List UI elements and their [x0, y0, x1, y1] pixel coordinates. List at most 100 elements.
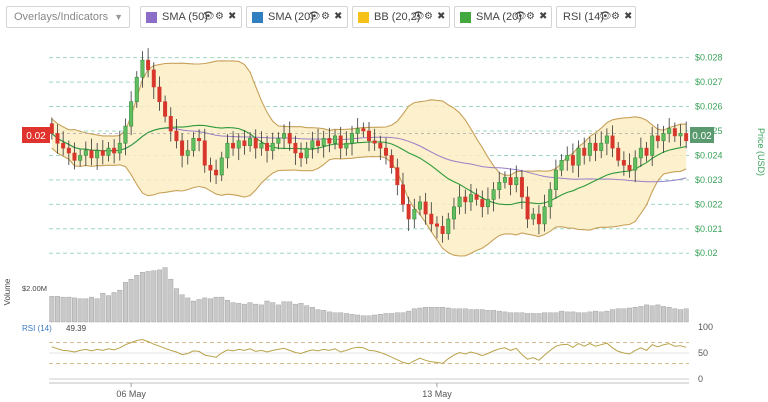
volume-bar[interactable] [621, 308, 627, 323]
volume-bar[interactable] [587, 311, 593, 323]
candle[interactable] [338, 126, 343, 159]
volume-bar[interactable] [428, 307, 434, 323]
indicator-chip-sma-20-green[interactable]: SMA (20) 👁 ⚙ ✖ [454, 6, 552, 28]
candle[interactable] [463, 189, 468, 214]
candle[interactable] [621, 151, 626, 176]
gear-icon[interactable]: ⚙ [526, 11, 535, 22]
candle[interactable] [638, 137, 643, 167]
volume-bar[interactable] [655, 304, 661, 323]
indicator-chip-sma-20-blue[interactable]: SMA (20) 👁 ⚙ ✖ [246, 6, 348, 28]
volume-bar[interactable] [94, 298, 100, 323]
volume-bar[interactable] [66, 296, 72, 323]
volume-bar[interactable] [77, 298, 83, 323]
candle[interactable] [112, 139, 117, 164]
candle[interactable] [265, 135, 270, 163]
volume-bar[interactable] [151, 270, 157, 323]
volume-bar[interactable] [128, 279, 134, 323]
volume-bar[interactable] [321, 310, 327, 323]
gear-icon[interactable]: ⚙ [424, 11, 433, 22]
volume-bar[interactable] [661, 306, 666, 323]
volume-bar[interactable] [576, 312, 582, 323]
candle[interactable] [134, 71, 139, 108]
candle[interactable] [514, 165, 519, 193]
candle[interactable] [117, 131, 122, 161]
candle[interactable] [661, 125, 666, 153]
candle[interactable] [95, 142, 100, 170]
volume-bar[interactable] [309, 307, 315, 323]
eye-icon[interactable]: 👁 [412, 11, 425, 22]
volume-bar[interactable] [207, 298, 213, 323]
volume-bar[interactable] [100, 293, 106, 323]
candle[interactable] [480, 190, 485, 218]
candle[interactable] [333, 129, 338, 150]
volume-bar[interactable] [326, 311, 332, 323]
volume-bar[interactable] [338, 312, 344, 323]
volume-bar[interactable] [457, 308, 463, 323]
candle[interactable] [242, 130, 247, 155]
gear-icon[interactable]: ⚙ [321, 11, 330, 22]
volume-bar[interactable] [610, 309, 616, 323]
volume-bar[interactable] [258, 304, 264, 323]
gear-icon[interactable]: ⚙ [611, 11, 620, 22]
close-icon[interactable]: ✖ [437, 11, 446, 22]
candle[interactable] [378, 135, 383, 161]
volume-bar[interactable] [83, 298, 89, 323]
volume-bar[interactable] [581, 312, 587, 323]
volume-bar[interactable] [638, 306, 644, 323]
candle[interactable] [491, 182, 496, 212]
volume-bar[interactable] [593, 310, 599, 323]
candle[interactable] [604, 128, 609, 156]
volume-bar[interactable] [134, 275, 140, 323]
volume-bar[interactable] [173, 288, 179, 323]
volume-bar[interactable] [349, 314, 355, 323]
volume-bar[interactable] [139, 272, 145, 323]
eye-icon[interactable]: 👁 [599, 11, 612, 22]
volume-bar[interactable] [451, 308, 457, 323]
volume-bar[interactable] [253, 303, 259, 323]
volume-bar[interactable] [60, 296, 66, 323]
volume-bar[interactable] [462, 308, 468, 323]
candle[interactable] [678, 124, 683, 147]
candle[interactable] [593, 134, 598, 162]
candle[interactable] [253, 129, 258, 159]
volume-bar[interactable] [604, 310, 610, 323]
candle[interactable] [185, 140, 190, 165]
candle[interactable] [202, 128, 207, 173]
volume-bar[interactable] [236, 303, 242, 323]
candle[interactable] [587, 137, 592, 162]
candle[interactable] [367, 121, 371, 152]
volume-bar[interactable] [598, 311, 604, 323]
volume-bar[interactable] [72, 297, 77, 323]
candle[interactable] [225, 134, 230, 169]
volume-bar[interactable] [423, 307, 429, 323]
indicator-chip-bb[interactable]: BB (20,2) 👁 ⚙ ✖ [352, 6, 450, 28]
volume-bar[interactable] [315, 309, 321, 323]
candle[interactable] [434, 216, 439, 239]
volume-bar[interactable] [411, 308, 417, 323]
candle[interactable] [531, 208, 536, 226]
volume-bar[interactable] [508, 312, 514, 323]
volume-bar[interactable] [564, 311, 570, 323]
candle[interactable] [599, 131, 604, 159]
candle[interactable] [174, 119, 179, 149]
candle[interactable] [610, 125, 615, 158]
candle[interactable] [219, 151, 224, 182]
volume-bar[interactable] [179, 294, 185, 323]
candle[interactable] [89, 138, 94, 166]
volume-bar[interactable] [440, 307, 446, 323]
volume-bar[interactable] [122, 282, 128, 323]
candle[interactable] [168, 107, 173, 142]
volume-bar[interactable] [547, 312, 553, 323]
close-icon[interactable]: ✖ [228, 11, 237, 22]
candle[interactable] [548, 182, 553, 219]
candle[interactable] [451, 197, 456, 230]
volume-bar[interactable] [536, 313, 542, 323]
candle[interactable] [163, 95, 168, 123]
candle[interactable] [180, 133, 185, 168]
volume-bar[interactable] [111, 292, 117, 323]
volume-bar[interactable] [445, 307, 451, 323]
candle[interactable] [282, 124, 287, 149]
candle[interactable] [400, 172, 405, 212]
candle[interactable] [287, 121, 292, 151]
volume-bar[interactable] [332, 312, 338, 323]
